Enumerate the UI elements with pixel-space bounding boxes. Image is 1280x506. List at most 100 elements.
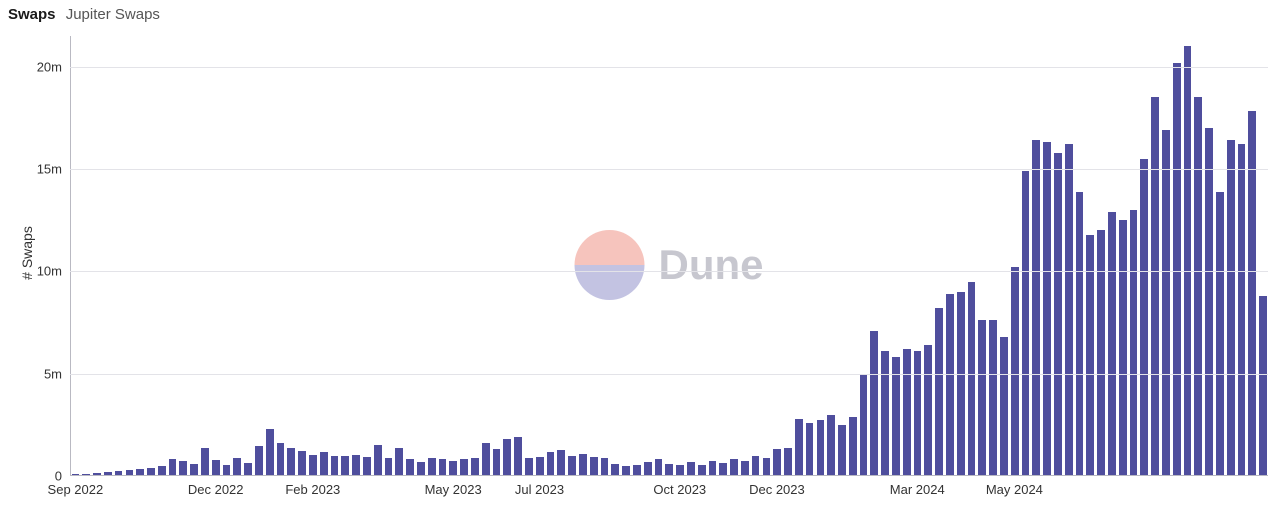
bar <box>1140 159 1148 476</box>
bar <box>277 443 285 476</box>
bar-slot <box>156 36 167 476</box>
bar <box>1054 153 1062 476</box>
bar <box>428 458 436 476</box>
bar-slot <box>502 36 513 476</box>
bar-slot <box>858 36 869 476</box>
bar <box>298 451 306 476</box>
bar-slot <box>243 36 254 476</box>
bar <box>579 454 587 477</box>
bar-slot <box>1225 36 1236 476</box>
bar-slot <box>221 36 232 476</box>
bar-slot <box>718 36 729 476</box>
bar-slot <box>318 36 329 476</box>
bar-slot <box>999 36 1010 476</box>
bar-slot <box>988 36 999 476</box>
bar-slot <box>426 36 437 476</box>
bar <box>903 349 911 476</box>
bar-slot <box>739 36 750 476</box>
bar-slot <box>1042 36 1053 476</box>
y-tick-label: 15m <box>37 162 62 177</box>
bar <box>1227 140 1235 476</box>
bar-slot <box>1074 36 1085 476</box>
bar <box>503 439 511 476</box>
bar-slot <box>761 36 772 476</box>
bar <box>525 458 533 476</box>
bar-slot <box>1063 36 1074 476</box>
bar <box>1184 46 1192 476</box>
bar <box>687 462 695 476</box>
bar-slot <box>815 36 826 476</box>
bar-slot <box>469 36 480 476</box>
bar-slot <box>264 36 275 476</box>
bar-slot <box>1204 36 1215 476</box>
bar-slot <box>945 36 956 476</box>
bar <box>806 423 814 476</box>
bar-slot <box>772 36 783 476</box>
bar-slot <box>675 36 686 476</box>
y-tick-label: 10m <box>37 264 62 279</box>
bar <box>212 460 220 476</box>
bar-slot <box>1139 36 1150 476</box>
y-tick-label: 5m <box>44 366 62 381</box>
bar-slot <box>1236 36 1247 476</box>
grid-line <box>70 169 1268 170</box>
chart-header: Swaps Jupiter Swaps <box>8 6 160 23</box>
chart-subtitle: Jupiter Swaps <box>66 6 160 23</box>
bar-slot <box>696 36 707 476</box>
bar-slot <box>1171 36 1182 476</box>
bar <box>287 448 295 476</box>
bar-slot <box>340 36 351 476</box>
bar-slot <box>1193 36 1204 476</box>
bar <box>395 448 403 476</box>
bar-slot <box>1107 36 1118 476</box>
bar-slot <box>588 36 599 476</box>
bar-slot <box>210 36 221 476</box>
bar-slot <box>437 36 448 476</box>
bar-slot <box>1150 36 1161 476</box>
bar-slot <box>664 36 675 476</box>
bar-slot <box>966 36 977 476</box>
bar <box>244 463 252 476</box>
bar-slot <box>513 36 524 476</box>
bar-slot <box>1053 36 1064 476</box>
x-tick-label: Oct 2023 <box>653 482 706 497</box>
bar-slot <box>685 36 696 476</box>
bar <box>1151 97 1159 476</box>
bar-slot <box>837 36 848 476</box>
x-tick-label: Dec 2022 <box>188 482 244 497</box>
bar-slot <box>955 36 966 476</box>
bar <box>1259 296 1267 476</box>
bar <box>719 463 727 476</box>
bar-slot <box>869 36 880 476</box>
bar-slot <box>480 36 491 476</box>
bar <box>169 459 177 476</box>
bar-slot <box>362 36 373 476</box>
bar <box>471 458 479 476</box>
bar-slot <box>1128 36 1139 476</box>
bar-slot <box>81 36 92 476</box>
bar-slot <box>178 36 189 476</box>
bar <box>1043 142 1051 476</box>
bar <box>374 445 382 476</box>
plot-inner: Dune 05m10m15m20mSep 2022Dec 2022Feb 202… <box>70 36 1268 476</box>
chart-title: Swaps <box>8 6 56 23</box>
bar <box>460 459 468 476</box>
bar <box>363 457 371 476</box>
bar <box>817 420 825 476</box>
bar-slot <box>1214 36 1225 476</box>
bar-slot <box>286 36 297 476</box>
bar <box>1238 144 1246 476</box>
bar-slot <box>826 36 837 476</box>
bar-slot <box>448 36 459 476</box>
bar <box>957 292 965 476</box>
bar <box>406 459 414 476</box>
bar <box>946 294 954 476</box>
bar-slot <box>167 36 178 476</box>
bar-slot <box>729 36 740 476</box>
chart-container: Swaps Jupiter Swaps # Swaps Dune 05m10m1… <box>0 0 1280 506</box>
bar-slot <box>254 36 265 476</box>
bar <box>1130 210 1138 476</box>
bar <box>320 452 328 476</box>
bar <box>201 448 209 476</box>
bar <box>568 456 576 476</box>
